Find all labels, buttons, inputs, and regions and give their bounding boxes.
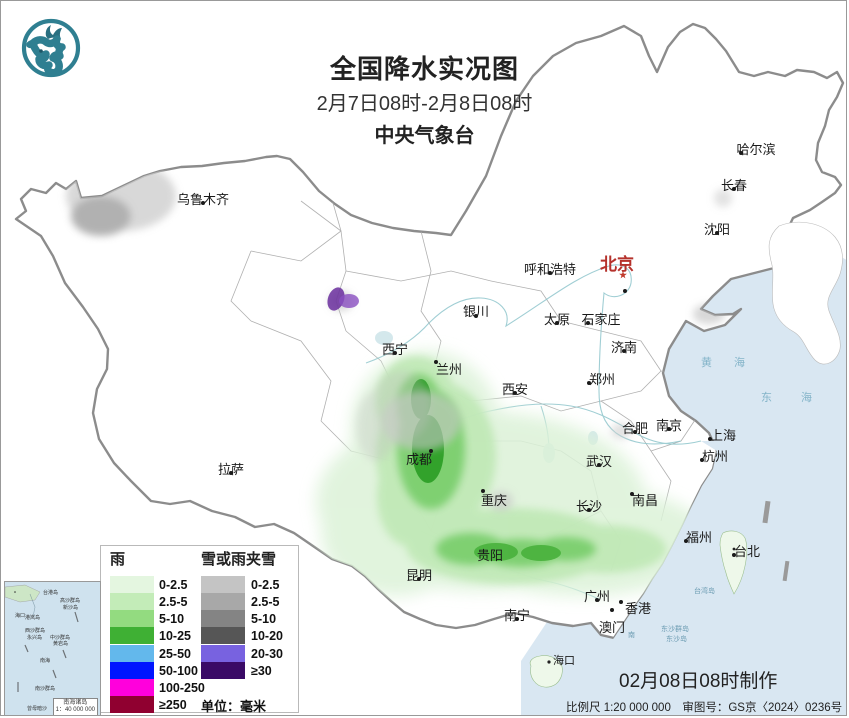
svg-text:南: 南 <box>628 630 635 639</box>
svg-text:海口: 海口 <box>15 612 25 619</box>
svg-text:永兴岛: 永兴岛 <box>27 634 42 641</box>
svg-text:高沙群岛: 高沙群岛 <box>60 597 80 604</box>
svg-text:南沙群岛: 南沙群岛 <box>35 685 55 692</box>
svg-text:港岚岛: 港岚岛 <box>25 614 40 621</box>
svg-text:黄: 黄 <box>701 355 712 369</box>
svg-text:台港岛: 台港岛 <box>43 589 58 596</box>
svg-text:曾母暗沙: 曾母暗沙 <box>27 705 47 712</box>
svg-text:海: 海 <box>801 390 812 404</box>
svg-text:黄岩岛: 黄岩岛 <box>53 640 68 647</box>
svg-text:台湾岛: 台湾岛 <box>694 586 715 595</box>
svg-text:东沙群岛: 东沙群岛 <box>661 624 689 633</box>
svg-text:南海: 南海 <box>40 657 50 664</box>
svg-text:新沙岛: 新沙岛 <box>63 604 78 611</box>
svg-text:中沙群岛: 中沙群岛 <box>50 634 70 641</box>
svg-text:海: 海 <box>734 355 745 369</box>
svg-text:西沙群岛: 西沙群岛 <box>25 627 45 634</box>
svg-text:东沙岛: 东沙岛 <box>666 634 687 643</box>
svg-text:东: 东 <box>761 391 772 404</box>
